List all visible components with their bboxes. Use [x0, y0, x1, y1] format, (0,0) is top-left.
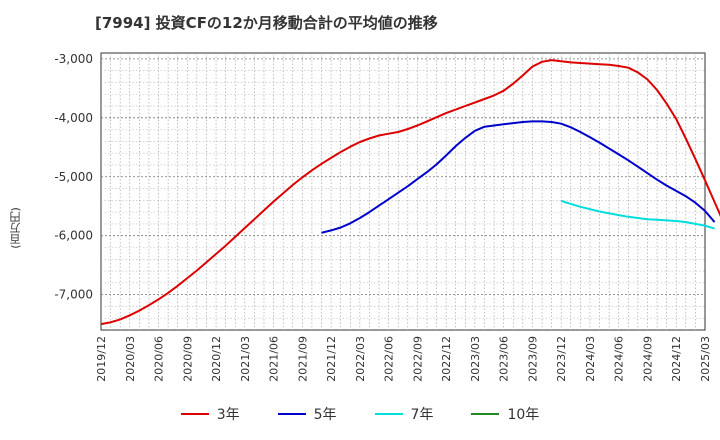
legend-label: 5年 [313, 407, 337, 423]
legend-label: 10年 [507, 407, 540, 423]
legend-item: 5年 [277, 404, 337, 424]
y-tick-label: -3,000 [54, 52, 93, 66]
x-tick-label: 2021/09 [296, 336, 309, 382]
x-tick-label: 2023/12 [555, 336, 568, 382]
x-tick-label: 2024/06 [613, 336, 626, 382]
x-tick-label: 2024/12 [670, 336, 683, 382]
legend-item: 10年 [471, 404, 539, 424]
series-line [100, 59, 720, 326]
series-line [560, 199, 715, 230]
plot-area [100, 52, 706, 331]
legend-label: 3年 [216, 407, 240, 423]
x-tick-label: 2024/03 [584, 336, 597, 382]
x-tick-label: 2022/09 [411, 336, 424, 382]
y-tick-label: -5,000 [54, 170, 93, 184]
x-tick-label: 2022/06 [383, 336, 396, 382]
legend-item: 3年 [180, 404, 240, 424]
x-tick-label: 2022/12 [440, 336, 453, 382]
x-tick-label: 2023/03 [469, 336, 482, 382]
x-tick-label: 2022/03 [354, 336, 367, 382]
legend-item: 7年 [374, 404, 434, 424]
chart-title: [7994] 投資CFの12か月移動合計の平均値の推移 [95, 14, 438, 32]
x-tick-label: 2021/12 [325, 336, 338, 382]
legend-swatch [277, 413, 306, 415]
x-tick-label: 2020/09 [181, 336, 194, 382]
legend-label: 7年 [410, 407, 434, 423]
x-tick-label: 2020/03 [124, 336, 137, 382]
x-tick-label: 2021/03 [239, 336, 252, 382]
legend-swatch [374, 413, 403, 415]
x-tick-label: 2023/09 [526, 336, 539, 382]
x-tick-label: 2023/06 [498, 336, 511, 382]
chart-legend: 3年 5年 7年 10年 [0, 404, 720, 424]
legend-swatch [471, 413, 500, 415]
x-tick-label: 2025/03 [699, 336, 712, 382]
y-tick-label: -4,000 [54, 111, 93, 125]
x-tick-label: 2024/09 [641, 336, 654, 382]
x-tick-label: 2020/06 [153, 336, 166, 382]
x-tick-label: 2019/12 [95, 336, 108, 382]
y-tick-label: -7,000 [54, 288, 93, 302]
x-tick-label: 2021/06 [268, 336, 281, 382]
legend-swatch [180, 413, 209, 415]
series-line [321, 120, 716, 234]
x-tick-label: 2020/12 [210, 336, 223, 382]
y-tick-label: -6,000 [54, 229, 93, 243]
